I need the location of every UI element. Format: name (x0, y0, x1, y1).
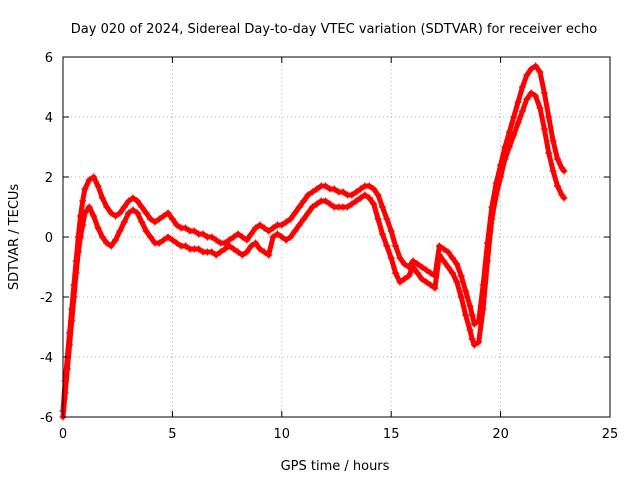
series-0-segment (541, 90, 552, 120)
y-tick-label: -4 (40, 351, 53, 366)
series-1-segment (454, 279, 464, 300)
series-1-segment (484, 216, 495, 264)
y-tick-label: -6 (40, 411, 53, 426)
series-0-segment (546, 114, 556, 144)
y-tick-label: 6 (45, 51, 53, 66)
y-tick-label: -2 (40, 291, 53, 306)
series-1-segment (388, 255, 399, 276)
x-tick-label: 5 (168, 427, 176, 442)
series-0-segment (506, 114, 517, 135)
series-1-segment (537, 105, 547, 132)
series-0-segment (537, 69, 547, 96)
series-0-segment (550, 138, 560, 162)
y-tick-label: 4 (45, 111, 53, 126)
series-1-segment (546, 150, 556, 174)
series-1-segment (541, 126, 552, 156)
x-tick-label: 15 (383, 427, 400, 442)
y-tick-label: 0 (45, 231, 53, 246)
series-1-segment (550, 168, 560, 189)
series-0-segment (515, 84, 525, 105)
series-0-segment (388, 228, 399, 249)
x-tick-label: 0 (59, 427, 67, 442)
series-1-segment (493, 174, 504, 198)
series-0-segment (498, 144, 508, 168)
series-1-segment (432, 252, 442, 291)
series-1-segment (266, 234, 276, 258)
series-1-segment (69, 294, 77, 324)
series-0-point (560, 167, 568, 175)
chart-title: Day 020 of 2024, Sidereal Day-to-day VTE… (71, 22, 598, 37)
x-tick-label: 25 (602, 427, 619, 442)
series-0-segment (502, 129, 512, 150)
series-1-segment (498, 156, 508, 180)
series-1-segment (62, 366, 70, 396)
x-axis-label: GPS time / hours (281, 459, 390, 474)
x-tick-label: 10 (274, 427, 291, 442)
series-1-segment (458, 294, 469, 318)
series-1-segment (476, 306, 486, 345)
series-0-segment (463, 288, 473, 309)
series-1-segment (489, 192, 499, 222)
series-1-segment (67, 318, 75, 348)
series-0-segment (511, 99, 521, 120)
y-tick-label: 2 (45, 171, 53, 186)
series-1-segment (71, 270, 79, 300)
x-tick-label: 20 (492, 427, 509, 442)
axis-ticks: 0 5 10 15 20 25 -6 -4 -2 0 2 4 6 (40, 51, 618, 442)
series-1-segment (375, 216, 385, 237)
series-1-segment (371, 201, 381, 222)
data-series (59, 62, 568, 421)
series-0-segment (458, 273, 469, 294)
series-1-segment (480, 258, 490, 312)
y-axis-label: SDTVAR / TECUs (7, 184, 22, 291)
series-0-segment (493, 162, 504, 186)
series-1-segment (463, 312, 473, 333)
series-1-point (560, 194, 568, 202)
